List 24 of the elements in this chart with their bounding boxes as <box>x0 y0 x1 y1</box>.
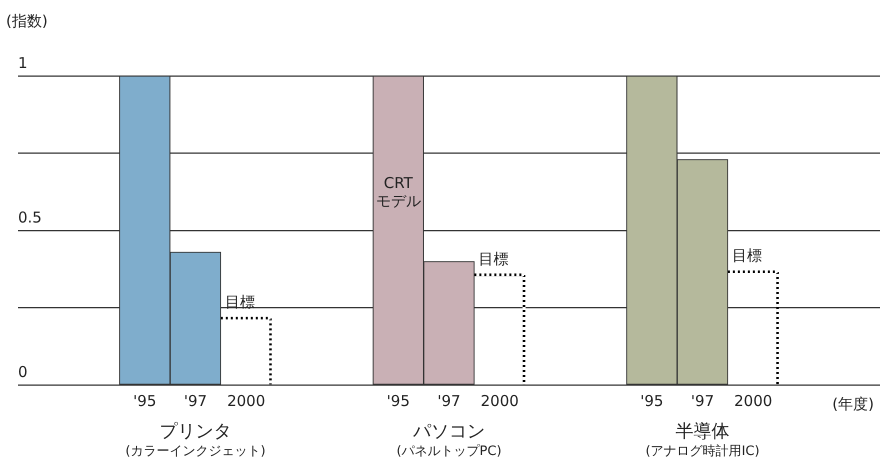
y-tick-label: 0 <box>18 362 28 381</box>
x-tick-label: '97 <box>690 392 714 410</box>
data-label: 目標 <box>224 293 255 312</box>
y-axis-title: (指数) <box>6 12 48 30</box>
x-tick-label: 2000 <box>734 392 772 410</box>
text: 半導体 <box>676 421 730 442</box>
x-tick-label: '97 <box>437 392 461 410</box>
text: (カラーインクジェット) <box>125 444 266 459</box>
x-axis-title: (年度) <box>832 395 874 413</box>
x-tick-label: '97 <box>184 392 208 410</box>
data-label: CRT モデル <box>376 174 421 210</box>
y-tick-label: 1 <box>18 54 28 72</box>
x-tick-label: '95 <box>386 392 410 410</box>
text: (アナログ時計用IC) <box>646 444 760 459</box>
x-tick-label: '95 <box>133 392 156 410</box>
y-tick-label: 0.5 <box>18 208 42 226</box>
text: パソコン <box>412 421 485 442</box>
x-tick-label: 2000 <box>227 392 266 410</box>
data-label: 目標 <box>732 246 762 265</box>
data-label: 目標 <box>478 250 508 268</box>
text: (パネルトップPC) <box>396 444 502 459</box>
text: プリンタ <box>159 421 232 442</box>
x-tick-label: '95 <box>640 392 664 410</box>
x-tick-label: 2000 <box>480 392 519 410</box>
